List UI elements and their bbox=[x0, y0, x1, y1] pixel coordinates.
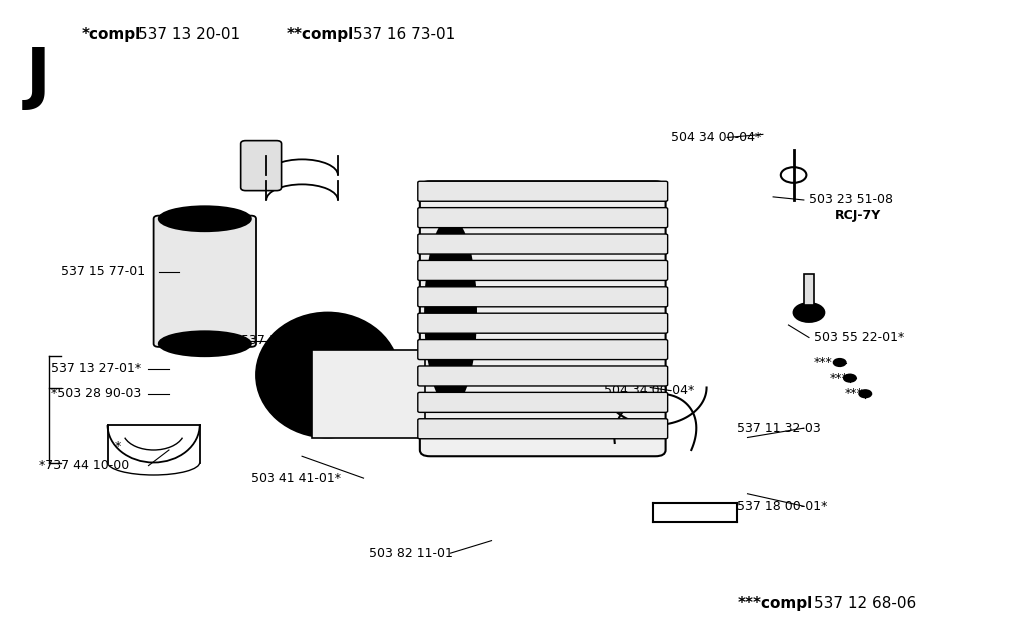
Text: 503 41 41-01*: 503 41 41-01* bbox=[251, 472, 341, 484]
FancyBboxPatch shape bbox=[418, 261, 668, 281]
Text: 537 11 32-03: 537 11 32-03 bbox=[737, 422, 821, 434]
Text: ***: *** bbox=[814, 356, 833, 369]
Text: *737 44 10-00: *737 44 10-00 bbox=[39, 459, 129, 472]
Text: 537 15 77-01: 537 15 77-01 bbox=[61, 266, 145, 278]
Ellipse shape bbox=[159, 331, 251, 356]
FancyBboxPatch shape bbox=[154, 216, 256, 347]
FancyBboxPatch shape bbox=[418, 419, 668, 439]
Ellipse shape bbox=[430, 231, 471, 394]
Text: 537 10 04-01: 537 10 04-01 bbox=[241, 334, 325, 347]
Text: *503 28 90-03: *503 28 90-03 bbox=[51, 388, 141, 400]
Ellipse shape bbox=[276, 328, 379, 422]
Ellipse shape bbox=[844, 374, 856, 382]
Text: 537 13 27-01*: 537 13 27-01* bbox=[51, 362, 141, 375]
FancyBboxPatch shape bbox=[418, 234, 668, 254]
Text: J: J bbox=[26, 44, 50, 110]
Text: 504 34 00-04*: 504 34 00-04* bbox=[671, 131, 761, 144]
Ellipse shape bbox=[859, 390, 871, 398]
Ellipse shape bbox=[256, 312, 399, 438]
Text: 503 55 22-01*: 503 55 22-01* bbox=[814, 331, 904, 344]
Text: 537 12 68-06: 537 12 68-06 bbox=[814, 596, 916, 611]
Text: **compl: **compl bbox=[287, 27, 354, 42]
Text: 537 13 20-01: 537 13 20-01 bbox=[138, 27, 241, 42]
FancyBboxPatch shape bbox=[418, 208, 668, 227]
Text: 503 82 11-01: 503 82 11-01 bbox=[369, 547, 453, 559]
Text: ***: *** bbox=[845, 388, 863, 400]
FancyBboxPatch shape bbox=[420, 181, 666, 456]
Ellipse shape bbox=[169, 209, 241, 228]
Text: *compl: *compl bbox=[82, 27, 141, 42]
Ellipse shape bbox=[794, 303, 824, 322]
Ellipse shape bbox=[834, 359, 846, 366]
Text: ***: *** bbox=[829, 372, 848, 384]
FancyBboxPatch shape bbox=[418, 287, 668, 307]
FancyBboxPatch shape bbox=[418, 366, 668, 386]
FancyBboxPatch shape bbox=[418, 392, 668, 412]
Text: RCJ-7Y: RCJ-7Y bbox=[835, 209, 881, 222]
Text: 537 16 73-01: 537 16 73-01 bbox=[353, 27, 456, 42]
FancyBboxPatch shape bbox=[241, 141, 282, 191]
FancyBboxPatch shape bbox=[418, 181, 668, 201]
FancyBboxPatch shape bbox=[418, 339, 668, 359]
Ellipse shape bbox=[425, 219, 476, 406]
FancyBboxPatch shape bbox=[418, 313, 668, 333]
Text: 537 18 00-01*: 537 18 00-01* bbox=[737, 500, 827, 512]
Text: ***compl: ***compl bbox=[737, 596, 812, 611]
Bar bbox=[804, 274, 814, 305]
Bar bbox=[312, 350, 425, 438]
Ellipse shape bbox=[159, 206, 251, 231]
Text: 504 34 00-04*: 504 34 00-04* bbox=[604, 384, 694, 397]
Text: 503 23 51-08: 503 23 51-08 bbox=[809, 194, 893, 206]
Text: *: * bbox=[115, 441, 121, 453]
